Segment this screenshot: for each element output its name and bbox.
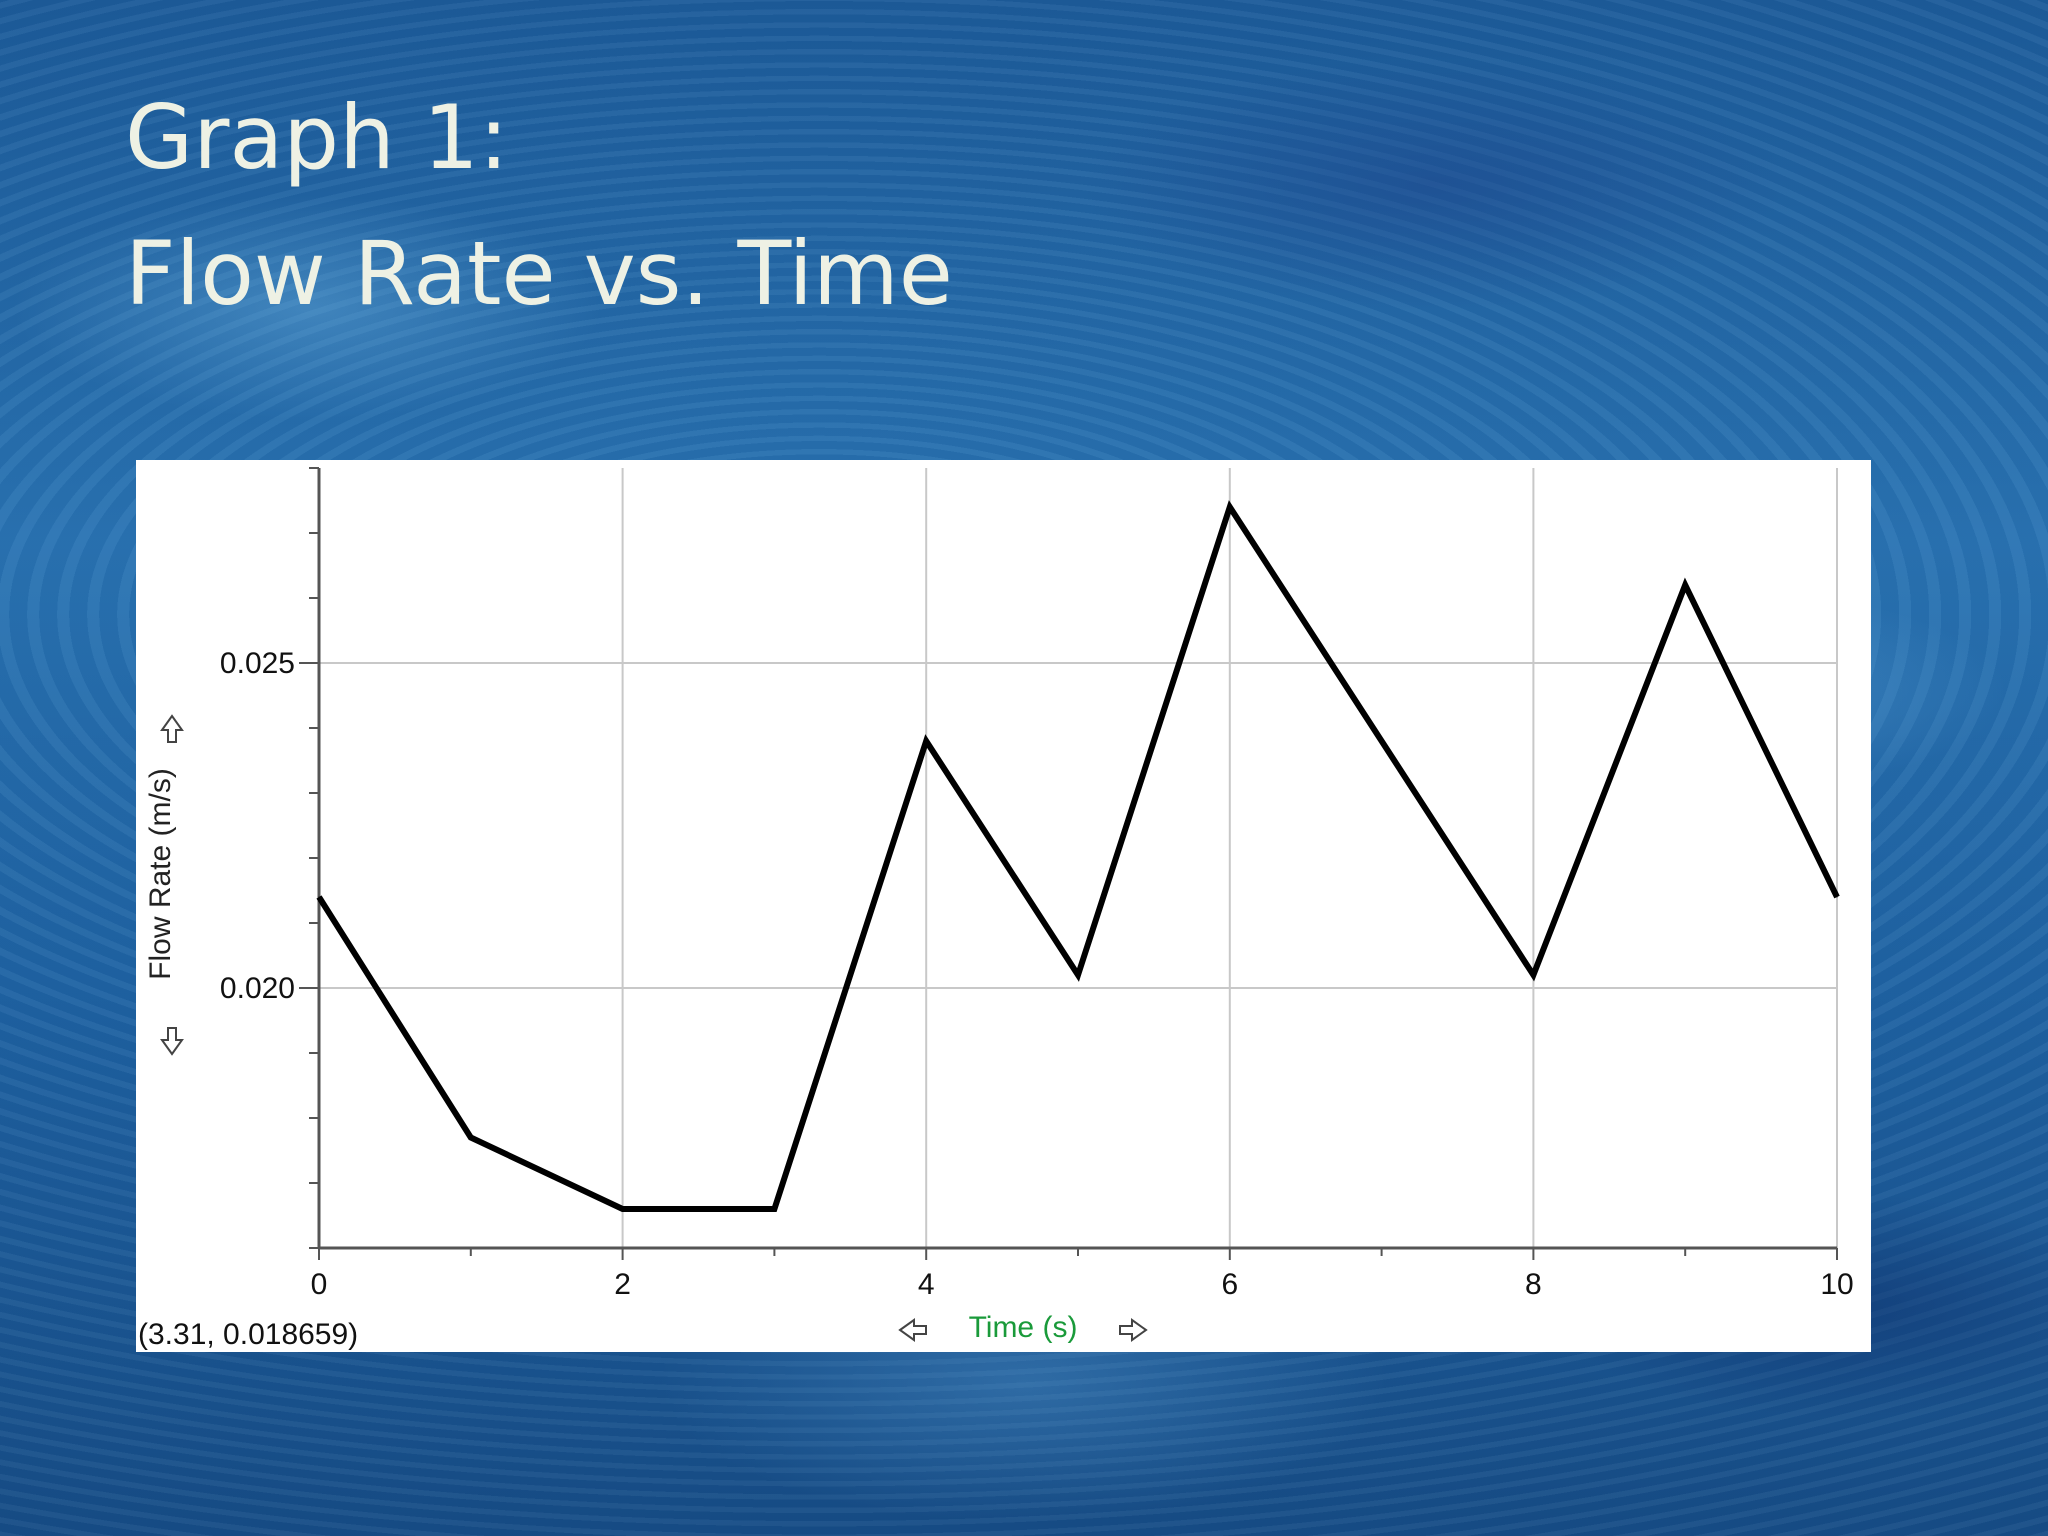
series-layer — [316, 500, 1840, 1212]
data-point — [1229, 506, 1231, 508]
y-axis-label: Flow Rate (m/s) — [144, 768, 177, 980]
data-series-line — [316, 500, 1840, 1212]
slide-title: Graph 1: Flow Rate vs. Time — [125, 70, 953, 342]
label-layer: 0 2 4 6 8 10 0.020 0.025 Flow Rate (m/s) Time (s)… — [138, 647, 1854, 1351]
data-point — [470, 1137, 472, 1138]
x-axis-label: Time (s) — [969, 1311, 1078, 1344]
grid-layer — [319, 468, 1838, 1248]
x-tick-label: 8 — [1525, 1268, 1542, 1301]
axis-layer — [299, 467, 1838, 1260]
x-tick-label: 10 — [1820, 1268, 1853, 1301]
x-tick-label: 4 — [918, 1268, 935, 1301]
flow-rate-chart: 0 2 4 6 8 10 0.020 0.025 Flow Rate (m/s) Time (s)… — [138, 467, 1854, 1351]
chart-panel: 0 2 4 6 8 10 0.020 0.025 Flow Rate (m/s) Time (s)… — [136, 460, 1871, 1352]
data-point — [1532, 974, 1534, 976]
data-point — [318, 896, 320, 898]
data-point — [1381, 740, 1383, 742]
data-point — [773, 1208, 775, 1210]
slide-title-line-2: Flow Rate vs. Time — [125, 222, 953, 325]
data-point — [622, 1208, 624, 1210]
x-tick-label: 0 — [311, 1268, 328, 1301]
data-point — [925, 740, 927, 742]
cursor-coordinate-readout: (3.31, 0.018659) — [138, 1318, 358, 1351]
x-tick-label: 2 — [614, 1268, 631, 1301]
data-point — [1836, 896, 1838, 898]
x-tick-label: 6 — [1221, 1268, 1238, 1301]
data-point — [1684, 584, 1686, 586]
data-point — [1077, 974, 1079, 976]
y-tick-label: 0.020 — [220, 972, 295, 1005]
x-axis-right-arrow-icon — [1119, 1318, 1148, 1342]
slide-title-line-1: Graph 1: — [125, 86, 509, 189]
x-axis-left-arrow-icon — [898, 1318, 927, 1342]
y-tick-label: 0.025 — [220, 647, 295, 680]
y-axis-down-arrow-icon — [160, 1027, 184, 1056]
y-axis-up-arrow-icon — [160, 714, 184, 743]
